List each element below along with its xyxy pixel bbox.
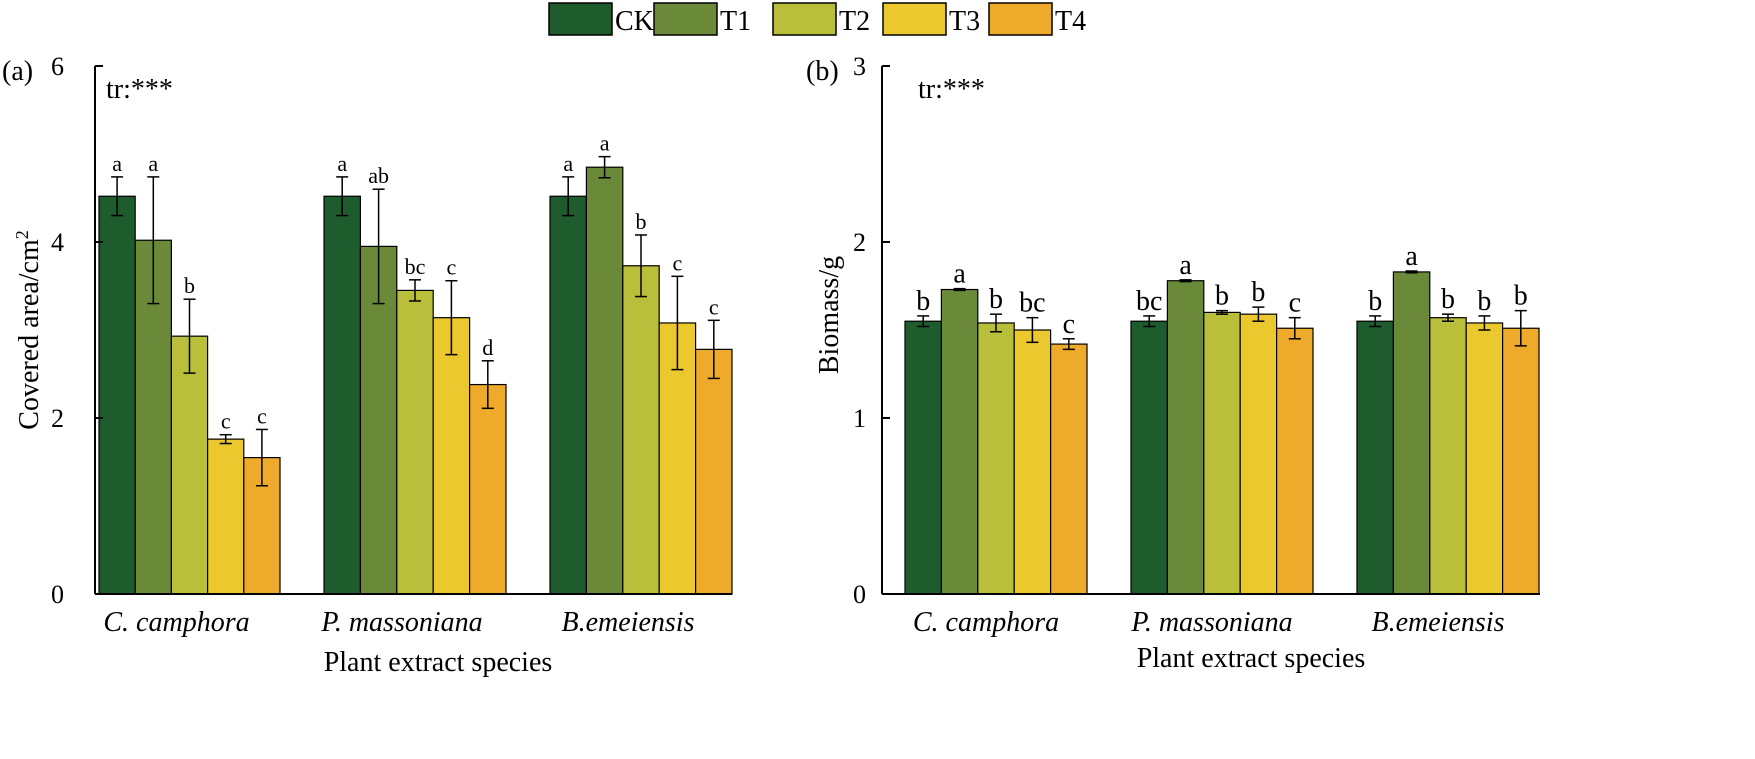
significance-letter: b <box>1514 281 1528 312</box>
panel-label: (b) <box>806 56 839 87</box>
bar-t2 <box>170 335 209 595</box>
significance-letter: a <box>563 151 573 176</box>
bar-ck <box>98 195 136 595</box>
significance-annotation: tr:*** <box>106 74 173 105</box>
significance-letter: a <box>953 259 966 290</box>
significance-letter: bc <box>1019 288 1045 319</box>
bar-t3 <box>1239 313 1278 595</box>
significance-letter: a <box>148 151 158 176</box>
bar-ck <box>904 320 943 595</box>
bar-t3 <box>1013 329 1052 595</box>
legend-label-t2: T2 <box>839 6 870 37</box>
significance-letter: b <box>184 273 195 298</box>
bar-t2 <box>977 322 1015 595</box>
legend-swatch-t2 <box>772 2 837 36</box>
legend-swatch-t4 <box>988 2 1053 36</box>
significance-letter: c <box>709 294 719 319</box>
significance-letter: c <box>1289 288 1301 319</box>
y-axis-label-text: Covered area/cm <box>14 239 45 430</box>
bar-t4 <box>694 348 733 595</box>
significance-letter: bc <box>405 254 426 279</box>
y-tick-label: 2 <box>853 228 866 257</box>
category-label: P. massoniana <box>320 607 482 638</box>
legend-label-t3: T3 <box>949 6 980 37</box>
category-label: B.emeiensis <box>562 607 695 638</box>
x-axis-label: Plant extract species <box>1137 643 1366 674</box>
y-axis-label-text: Biomass/g <box>814 256 845 374</box>
bar-t3 <box>207 438 245 595</box>
significance-letter: a <box>1405 241 1418 272</box>
significance-letter: b <box>916 286 930 317</box>
significance-letter: b <box>1441 284 1455 315</box>
y-axis-label: Biomass/g <box>814 256 845 374</box>
y-tick-label: 3 <box>853 52 866 81</box>
legend-label-t4: T4 <box>1055 6 1086 37</box>
significance-letter: bc <box>1136 286 1162 317</box>
significance-letter: d <box>482 335 493 360</box>
significance-letter: c <box>673 250 683 275</box>
legend-label-ck: CK <box>615 6 654 37</box>
category-label: C. camphora <box>913 607 1059 638</box>
x-axis-label: Plant extract species <box>324 647 553 678</box>
significance-letter: a <box>112 151 122 176</box>
y-tick-label: 0 <box>853 580 866 609</box>
category-label: B.emeiensis <box>1372 607 1505 638</box>
bar-ck <box>1356 320 1395 595</box>
category-label: C. camphora <box>103 607 249 638</box>
bar-t4 <box>1049 343 1088 595</box>
panel-a-covered-area: (a) tr:*** Plant extract species Covered… <box>2 52 733 678</box>
panel-label: (a) <box>2 56 33 87</box>
significance-letter: c <box>1063 309 1075 340</box>
bar-ck <box>1130 320 1169 595</box>
bar-ck <box>549 195 588 595</box>
significance-letter: c <box>257 403 267 428</box>
y-tick-label: 4 <box>51 228 64 257</box>
legend-swatch-t3 <box>882 2 947 36</box>
bar-t2 <box>396 289 434 595</box>
significance-letter: b <box>1477 286 1491 317</box>
bar-t2 <box>622 265 660 595</box>
significance-letter: a <box>337 151 347 176</box>
bar-t1 <box>585 166 624 595</box>
bar-t4 <box>1501 327 1540 595</box>
y-tick-label: 2 <box>51 404 64 433</box>
bar-t3 <box>432 317 471 595</box>
y-tick-label: 6 <box>51 52 64 81</box>
significance-letter: b <box>636 209 647 234</box>
significance-annotation: tr:*** <box>918 74 985 105</box>
y-tick-label: 0 <box>51 580 64 609</box>
y-axis-label: Covered area/cm2 <box>12 230 45 429</box>
significance-letter: c <box>447 255 457 280</box>
significance-letter: a <box>1179 250 1192 281</box>
bar-t1 <box>940 288 979 595</box>
significance-letter: c <box>221 409 231 434</box>
significance-letter: b <box>1215 281 1229 312</box>
bar-t3 <box>1465 322 1504 595</box>
significance-letter: b <box>1368 286 1382 317</box>
legend-swatch-ck <box>548 2 613 36</box>
panel-b-biomass: (b) tr:*** Plant extract species Biomass… <box>806 52 1540 674</box>
bar-t4 <box>1275 327 1314 595</box>
significance-letter: b <box>989 284 1003 315</box>
bar-t2 <box>1429 317 1467 595</box>
significance-letter: a <box>600 131 610 156</box>
bar-ck <box>323 195 362 595</box>
bar-t4 <box>469 383 507 595</box>
y-tick-label: 1 <box>853 404 866 433</box>
y-axis-label-superscript: 2 <box>12 230 32 239</box>
bar-t1 <box>1166 280 1205 595</box>
significance-letter: b <box>1251 277 1265 308</box>
bar-t2 <box>1203 311 1241 595</box>
legend-label-t1: T1 <box>720 6 751 37</box>
legend: CK T1 T2 T3 T4 <box>548 2 1086 37</box>
legend-swatch-t1 <box>653 2 718 36</box>
bar-t1 <box>1392 271 1431 595</box>
significance-letter: ab <box>368 163 389 188</box>
category-label: P. massoniana <box>1130 607 1292 638</box>
